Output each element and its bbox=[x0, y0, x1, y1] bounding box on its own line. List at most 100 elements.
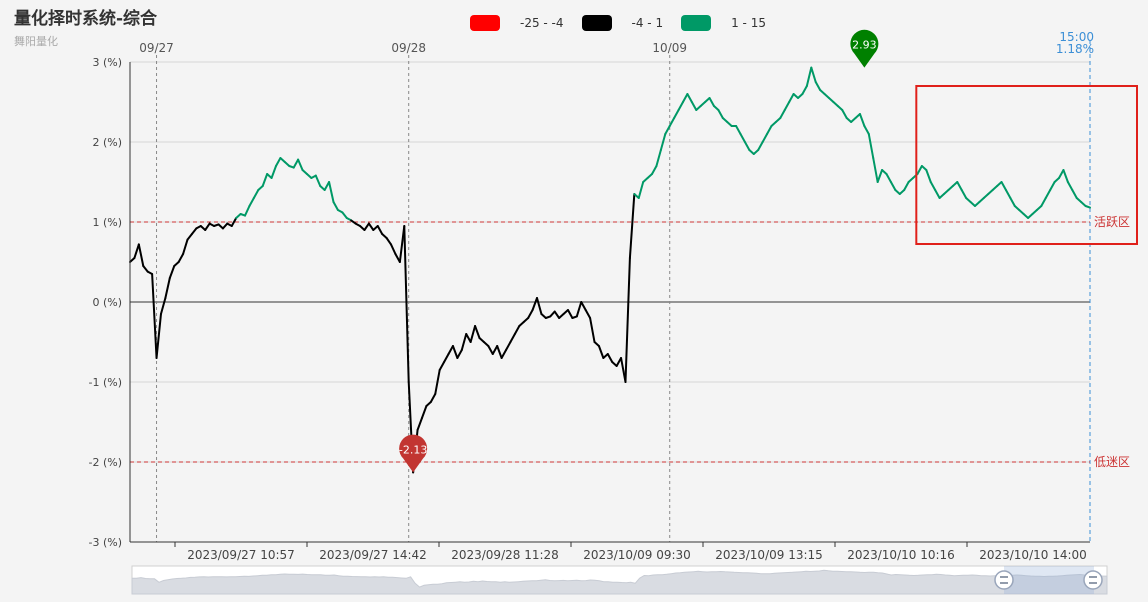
highlight-box bbox=[915, 85, 1138, 245]
legend-item-red[interactable]: -25 - -4 bbox=[470, 15, 564, 31]
series-segment bbox=[474, 325, 481, 339]
series-segment bbox=[204, 222, 211, 231]
series-segment bbox=[177, 253, 185, 263]
series-segment bbox=[403, 225, 410, 383]
series-segment bbox=[810, 66, 817, 83]
series-segment bbox=[739, 133, 746, 143]
series-segment bbox=[385, 237, 393, 246]
x-tick-label: 2023/10/09 09:30 bbox=[583, 548, 691, 562]
series-segment bbox=[916, 165, 923, 175]
x-tick-label: 2023/10/09 13:15 bbox=[715, 548, 823, 562]
legend-swatch-black bbox=[581, 15, 612, 31]
legend: -25 - -4 -4 - 1 1 - 15 bbox=[470, 14, 784, 32]
series-segment bbox=[867, 133, 875, 159]
series-segment bbox=[929, 181, 937, 191]
series-segment bbox=[863, 125, 870, 135]
series-segment bbox=[686, 93, 693, 103]
legend-label-green: 1 - 15 bbox=[731, 16, 766, 30]
series-segment bbox=[766, 125, 773, 135]
series-segment bbox=[496, 345, 503, 359]
series-segment bbox=[783, 101, 791, 111]
series-segment bbox=[443, 353, 450, 363]
series-segment bbox=[429, 393, 437, 403]
series-segment bbox=[328, 181, 335, 203]
series-segment bbox=[934, 189, 941, 199]
series-segment bbox=[505, 341, 512, 351]
series-segment bbox=[549, 310, 556, 318]
series-segment bbox=[664, 125, 671, 135]
day-label: 09/28 bbox=[391, 41, 426, 55]
current-time-label: 15:00 bbox=[1059, 30, 1094, 44]
series-segment bbox=[1084, 205, 1091, 209]
series-segment bbox=[274, 157, 282, 167]
min-pin-label: -2.13 bbox=[399, 443, 427, 456]
series-segment bbox=[708, 97, 715, 107]
series-segment bbox=[314, 174, 322, 187]
highlight-box-rect bbox=[915, 85, 1138, 245]
series-segment bbox=[230, 217, 238, 227]
series-segment bbox=[606, 353, 614, 363]
series-segment bbox=[735, 125, 742, 135]
series-segment bbox=[960, 189, 968, 199]
y-tick-label: 1 (%) bbox=[92, 216, 122, 229]
legend-item-black[interactable]: -4 - 1 bbox=[581, 15, 664, 31]
series-segment bbox=[456, 349, 463, 359]
data-zoom-slider[interactable] bbox=[131, 565, 1108, 595]
series-segment bbox=[841, 109, 848, 119]
series-segment bbox=[805, 66, 813, 87]
series-segment bbox=[460, 333, 468, 351]
series-segment bbox=[487, 345, 494, 355]
threshold-label: 活跃区 bbox=[1094, 215, 1130, 229]
current-value-label: 1.18% bbox=[1056, 42, 1094, 56]
series-segment bbox=[248, 197, 255, 207]
series-segment bbox=[889, 181, 897, 191]
series-segment bbox=[367, 222, 375, 231]
series-segment bbox=[434, 369, 441, 395]
series-segment bbox=[332, 201, 339, 211]
series-segment bbox=[513, 325, 521, 335]
series-segment bbox=[376, 225, 384, 235]
series-segment bbox=[858, 113, 866, 127]
series-segment bbox=[690, 101, 698, 111]
series-segment bbox=[1071, 189, 1078, 199]
zoom-handle-right[interactable] bbox=[1083, 570, 1103, 590]
series-segment bbox=[757, 141, 764, 151]
series-segment bbox=[673, 109, 680, 119]
series-segment bbox=[597, 345, 605, 359]
min-pin: -2.13 bbox=[399, 434, 427, 473]
series-segment bbox=[190, 227, 198, 235]
series-line bbox=[129, 66, 1091, 474]
series-segment bbox=[553, 310, 561, 319]
legend-label-red: -25 - -4 bbox=[520, 16, 564, 30]
legend-label-black: -4 - 1 bbox=[631, 16, 664, 30]
series-segment bbox=[221, 222, 229, 230]
series-segment bbox=[668, 117, 676, 127]
series-segment bbox=[182, 238, 189, 255]
x-tick-label: 2023/10/10 10:16 bbox=[847, 548, 955, 562]
chart-subtitle: 舞阳量化 bbox=[14, 35, 58, 48]
series-segment bbox=[1044, 189, 1052, 199]
series-segment bbox=[155, 313, 162, 359]
series-segment bbox=[390, 243, 397, 255]
series-segment bbox=[438, 361, 446, 371]
series-segment bbox=[465, 333, 472, 343]
series-segment bbox=[1009, 197, 1016, 207]
zoom-handle-left[interactable] bbox=[994, 570, 1014, 590]
series-segment bbox=[168, 265, 176, 279]
series-segment bbox=[637, 181, 645, 199]
series-segment bbox=[137, 243, 145, 267]
series-segment bbox=[761, 133, 769, 143]
series-segment bbox=[270, 165, 277, 179]
legend-item-green[interactable]: 1 - 15 bbox=[681, 15, 766, 31]
series-segment bbox=[500, 349, 508, 359]
series-segment bbox=[416, 417, 423, 431]
series-segment bbox=[536, 297, 543, 315]
y-tick-label: 3 (%) bbox=[92, 56, 122, 69]
series-segment bbox=[186, 233, 193, 241]
series-segment bbox=[1049, 181, 1056, 191]
zoom-window[interactable] bbox=[1004, 566, 1094, 594]
y-tick-label: -2 (%) bbox=[89, 456, 123, 469]
series-segment bbox=[244, 205, 251, 217]
series-segment bbox=[566, 309, 574, 319]
